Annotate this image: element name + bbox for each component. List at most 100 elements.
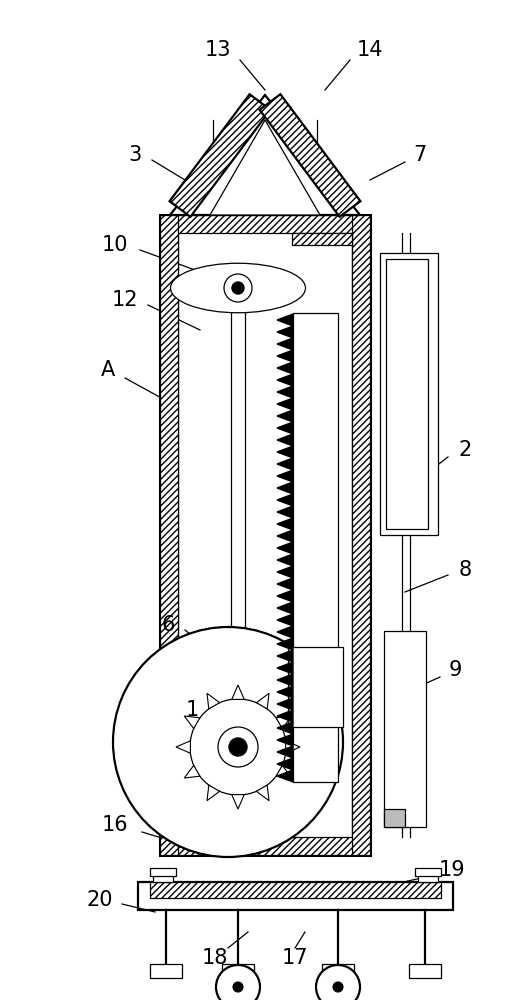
Polygon shape <box>256 693 268 709</box>
Polygon shape <box>276 386 293 398</box>
Polygon shape <box>259 94 360 217</box>
Text: 9: 9 <box>447 660 461 680</box>
Polygon shape <box>276 746 293 758</box>
Polygon shape <box>231 685 244 699</box>
Bar <box>160 215 369 855</box>
Polygon shape <box>276 434 293 446</box>
Text: 2: 2 <box>458 440 471 460</box>
Polygon shape <box>276 506 293 518</box>
Bar <box>379 253 437 535</box>
Polygon shape <box>207 785 219 801</box>
Polygon shape <box>207 693 219 709</box>
Polygon shape <box>276 674 293 686</box>
Circle shape <box>229 738 246 756</box>
Polygon shape <box>276 770 293 782</box>
Polygon shape <box>276 422 293 434</box>
Text: 6: 6 <box>161 615 175 635</box>
Polygon shape <box>276 458 293 470</box>
Circle shape <box>316 965 359 1000</box>
Text: A: A <box>101 360 115 380</box>
Text: 14: 14 <box>356 40 382 60</box>
Polygon shape <box>184 765 200 778</box>
Bar <box>414 868 440 876</box>
Polygon shape <box>276 698 293 710</box>
Polygon shape <box>285 741 299 753</box>
Polygon shape <box>276 494 293 506</box>
Bar <box>408 964 440 978</box>
Polygon shape <box>276 410 293 422</box>
Bar <box>150 868 176 876</box>
Bar <box>292 233 351 245</box>
Polygon shape <box>276 482 293 494</box>
Text: 7: 7 <box>413 145 426 165</box>
Polygon shape <box>276 398 293 410</box>
Text: 17: 17 <box>281 948 307 968</box>
Polygon shape <box>276 530 293 542</box>
Polygon shape <box>210 120 319 215</box>
Text: 3: 3 <box>128 145 142 165</box>
Polygon shape <box>276 338 293 350</box>
Text: 19: 19 <box>438 860 464 880</box>
Circle shape <box>233 982 242 992</box>
Ellipse shape <box>170 263 305 313</box>
Polygon shape <box>276 470 293 482</box>
Bar <box>153 870 173 882</box>
Polygon shape <box>276 650 293 662</box>
Text: 18: 18 <box>202 948 228 968</box>
Polygon shape <box>276 710 293 722</box>
Polygon shape <box>276 758 293 770</box>
Bar <box>417 870 437 882</box>
Polygon shape <box>276 566 293 578</box>
Text: 13: 13 <box>204 40 231 60</box>
Circle shape <box>216 965 260 1000</box>
Polygon shape <box>276 662 293 674</box>
Circle shape <box>332 982 343 992</box>
Polygon shape <box>276 350 293 362</box>
Polygon shape <box>169 95 359 215</box>
Bar <box>288 647 343 727</box>
Polygon shape <box>184 716 200 729</box>
Polygon shape <box>276 554 293 566</box>
Polygon shape <box>276 722 293 734</box>
Text: 10: 10 <box>102 235 128 255</box>
Bar <box>351 215 369 855</box>
Bar <box>138 882 452 910</box>
Circle shape <box>113 627 343 857</box>
Bar <box>383 631 425 827</box>
Polygon shape <box>231 795 244 809</box>
Polygon shape <box>276 314 293 326</box>
Polygon shape <box>276 374 293 386</box>
Polygon shape <box>276 614 293 626</box>
Bar <box>160 215 178 855</box>
Polygon shape <box>276 578 293 590</box>
Polygon shape <box>276 326 293 338</box>
Polygon shape <box>276 542 293 554</box>
Polygon shape <box>275 716 291 729</box>
Bar <box>160 837 369 855</box>
Polygon shape <box>276 590 293 602</box>
Circle shape <box>217 727 258 767</box>
Polygon shape <box>276 626 293 638</box>
Text: 12: 12 <box>111 290 138 310</box>
Bar <box>221 964 253 978</box>
Bar <box>160 215 369 233</box>
Polygon shape <box>275 765 291 778</box>
Text: 20: 20 <box>87 890 113 910</box>
Bar <box>293 313 337 782</box>
Circle shape <box>223 274 251 302</box>
Text: 8: 8 <box>458 560 471 580</box>
Text: 16: 16 <box>101 815 128 835</box>
Bar <box>321 964 353 978</box>
Circle shape <box>190 699 286 795</box>
Bar <box>389 637 417 817</box>
Bar <box>150 964 182 978</box>
Polygon shape <box>276 518 293 530</box>
Bar <box>383 809 404 827</box>
Polygon shape <box>276 686 293 698</box>
Polygon shape <box>176 741 190 753</box>
Polygon shape <box>276 638 293 650</box>
Bar <box>150 882 440 898</box>
Polygon shape <box>276 602 293 614</box>
Text: 1: 1 <box>185 700 198 720</box>
Polygon shape <box>276 734 293 746</box>
